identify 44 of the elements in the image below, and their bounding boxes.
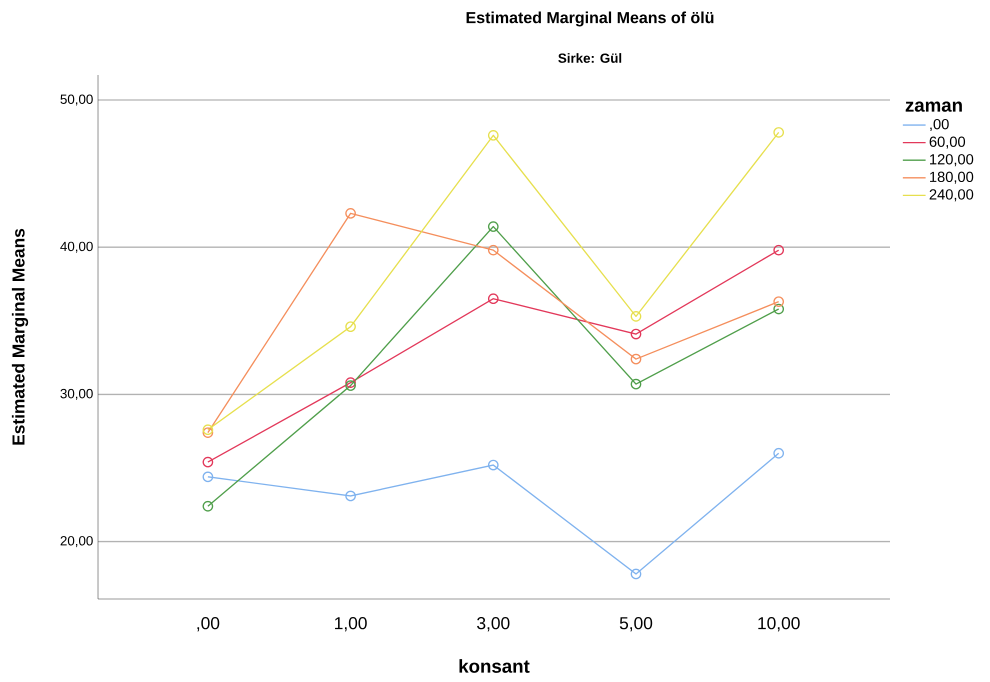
point: [630, 328, 642, 340]
point: [345, 321, 356, 332]
point: [773, 304, 784, 314]
point: [488, 244, 499, 256]
y-tick-label: 20,00: [60, 536, 93, 548]
point: [630, 311, 642, 322]
legend-title: zaman: [906, 102, 962, 112]
x-tick-label: 1,00: [335, 617, 367, 632]
legend-label: 120,00: [930, 154, 974, 166]
point: [630, 354, 642, 364]
point: [488, 460, 499, 470]
y-axis-title: Estimated Marginal Means: [12, 228, 28, 445]
point: [345, 377, 356, 388]
point: [345, 208, 356, 219]
point: [202, 471, 214, 482]
legend-label: ,00: [930, 118, 949, 132]
point: [773, 448, 784, 459]
x-tick-label: 5,00: [620, 617, 652, 632]
y-tick-label: 50,00: [60, 94, 93, 106]
point: [345, 490, 356, 502]
x-tick-label: 3,00: [477, 617, 510, 632]
x-tick-label: ,00: [197, 617, 220, 632]
chart-title: Estimated Marginal Means of ölü: [466, 12, 714, 26]
point: [630, 568, 642, 580]
chart-subtitle: Sirke: Gül: [558, 53, 622, 63]
x-tick-label: 10,00: [758, 617, 800, 632]
point: [202, 427, 214, 438]
point: [630, 378, 642, 390]
y-tick-label: 40,00: [60, 242, 93, 253]
point: [773, 296, 784, 307]
legend-label: 60,00: [930, 136, 966, 149]
point: [202, 424, 214, 436]
legend-label: 240,00: [930, 189, 974, 202]
point: [488, 130, 499, 141]
point: [773, 244, 784, 256]
legend-label: 180,00: [930, 172, 974, 184]
point: [488, 221, 499, 232]
x-axis-title: konsant: [460, 659, 530, 673]
point: [202, 456, 214, 468]
y-tick-label: 30,00: [60, 388, 93, 400]
point: [202, 500, 214, 512]
point: [773, 127, 784, 138]
point: [488, 293, 499, 304]
point: [345, 380, 356, 391]
